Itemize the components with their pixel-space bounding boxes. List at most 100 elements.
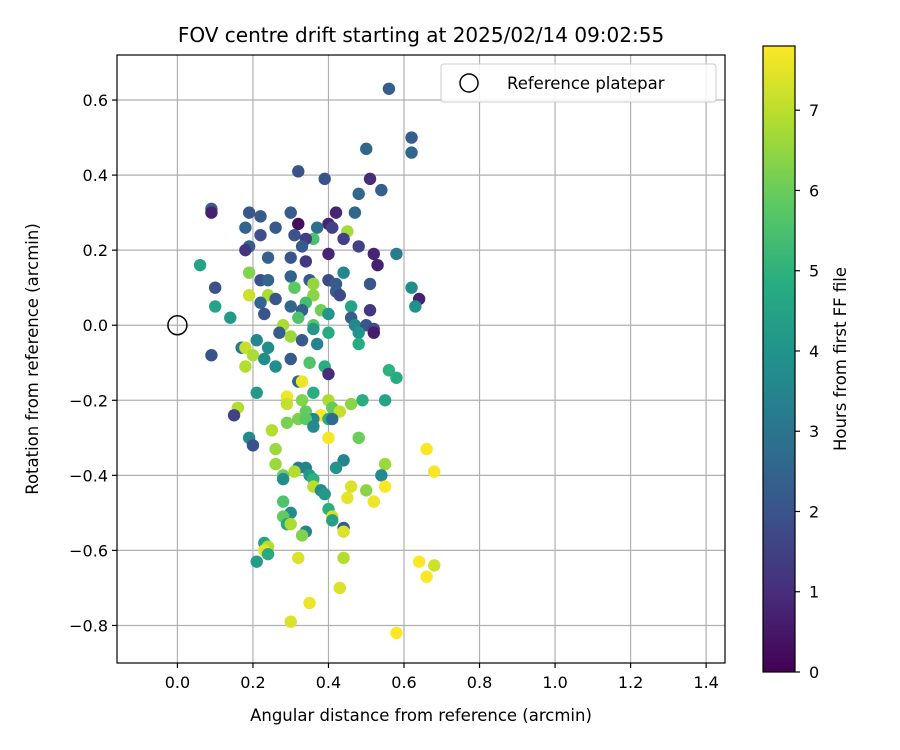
- scatter-point: [208, 300, 222, 313]
- scatter-point: [254, 228, 267, 242]
- scatter-point: [261, 273, 275, 287]
- chart-title: FOV centre drift starting at 2025/02/14 …: [178, 23, 664, 47]
- scatter-point: [412, 555, 426, 568]
- scatter-point: [363, 172, 377, 186]
- scatter-point: [242, 206, 256, 219]
- scatter-point: [246, 439, 260, 452]
- scatter-point: [375, 469, 388, 482]
- scatter-point: [378, 457, 392, 471]
- scatter-point: [390, 626, 403, 640]
- scatter-point: [337, 232, 350, 246]
- scatter-point: [307, 386, 320, 399]
- scatter-point: [326, 514, 339, 527]
- scatter-point: [307, 322, 320, 336]
- x-tick-label: 0.4: [316, 673, 341, 692]
- scatter-point: [280, 416, 294, 430]
- scatter-point: [390, 247, 403, 261]
- scatter-point: [299, 255, 313, 268]
- scatter-point: [284, 251, 297, 264]
- scatter-point: [341, 491, 354, 505]
- scatter-point: [428, 559, 441, 572]
- scatter-point: [295, 375, 309, 388]
- colorbar-tick-label: 7: [809, 101, 819, 120]
- scatter-point: [367, 326, 380, 339]
- colorbar: 0 1 2 3 4 5 6 7 Hours from first FF file: [762, 45, 850, 682]
- scatter-point: [333, 288, 347, 302]
- scatter-point: [227, 409, 241, 422]
- scatter-point: [292, 165, 305, 178]
- y-axis-label: Rotation from reference (arcmin): [23, 223, 42, 495]
- scatter-point: [382, 82, 396, 95]
- scatter-point: [382, 364, 396, 377]
- scatter-point: [420, 570, 433, 583]
- scatter-point: [258, 307, 271, 321]
- legend: Reference platepar: [440, 63, 717, 103]
- scatter-point: [352, 326, 365, 339]
- data-points: [193, 82, 441, 640]
- scatter-point: [337, 525, 350, 538]
- scatter-point: [288, 281, 301, 294]
- colorbar-tick-label: 1: [809, 583, 819, 602]
- scatter-point: [261, 341, 275, 354]
- scatter-point: [258, 352, 271, 366]
- scatter-point: [250, 386, 263, 399]
- scatter-point: [378, 394, 392, 407]
- scatter-point: [250, 334, 263, 347]
- colorbar-label: Hours from first FF file: [831, 267, 850, 451]
- scatter-point: [303, 596, 316, 610]
- scatter-point: [344, 480, 358, 493]
- colorbar-tick-label: 3: [809, 422, 819, 441]
- scatter-point: [333, 581, 347, 595]
- y-axis-ticks: −0.8 −0.6 −0.4 −0.2 0.0 0.2 0.4 0.6: [69, 91, 117, 635]
- scatter-point: [295, 240, 309, 253]
- reference-layer: [167, 314, 188, 336]
- scatter-point: [261, 251, 275, 264]
- y-tick-label: 0.2: [83, 241, 108, 260]
- scatter-point: [284, 517, 297, 531]
- scatter-point: [356, 394, 369, 407]
- scatter-point: [371, 258, 384, 272]
- scatter-point: [254, 210, 267, 223]
- scatter-point: [193, 258, 207, 272]
- scatter-point: [352, 337, 365, 351]
- scatter-point: [261, 547, 275, 561]
- scatter-point: [322, 307, 335, 321]
- scatter-point: [360, 142, 373, 156]
- scatter-point: [208, 281, 222, 294]
- scatter-point: [322, 326, 335, 339]
- scatter-point: [292, 551, 305, 565]
- scatter-point: [307, 277, 320, 291]
- scatter-point: [409, 300, 422, 313]
- scatter-point: [405, 131, 418, 144]
- scatter-point: [269, 221, 282, 234]
- scatter-point: [329, 206, 343, 219]
- scatter-point: [254, 296, 267, 309]
- x-tick-label: 0.0: [165, 673, 190, 692]
- scatter-point: [352, 187, 365, 201]
- scatter-point: [337, 551, 350, 565]
- y-tick-label: 0.0: [83, 316, 108, 335]
- colorbar-gradient: [762, 45, 796, 673]
- y-tick-label: 0.4: [83, 166, 108, 185]
- scatter-point: [292, 311, 305, 324]
- scatter-point: [367, 495, 380, 508]
- scatter-point: [284, 300, 297, 313]
- scatter-point: [288, 228, 301, 242]
- grid: [117, 55, 725, 663]
- scatter-point: [295, 394, 309, 407]
- scatter-point: [310, 337, 324, 351]
- scatter-point: [405, 281, 418, 294]
- scatter-point: [363, 304, 377, 317]
- scatter-point: [307, 288, 320, 302]
- scatter-point: [329, 461, 343, 475]
- colorbar-ticks: 0 1 2 3 4 5 6 7: [795, 101, 819, 682]
- scatter-point: [363, 277, 377, 291]
- scatter-point: [288, 465, 301, 478]
- scatter-point: [284, 615, 297, 628]
- legend-box: [440, 63, 717, 103]
- scatter-point: [242, 288, 256, 302]
- scatter-point: [322, 367, 335, 381]
- scatter-point: [276, 472, 290, 486]
- scatter-point: [420, 442, 433, 456]
- scatter-point: [322, 247, 335, 261]
